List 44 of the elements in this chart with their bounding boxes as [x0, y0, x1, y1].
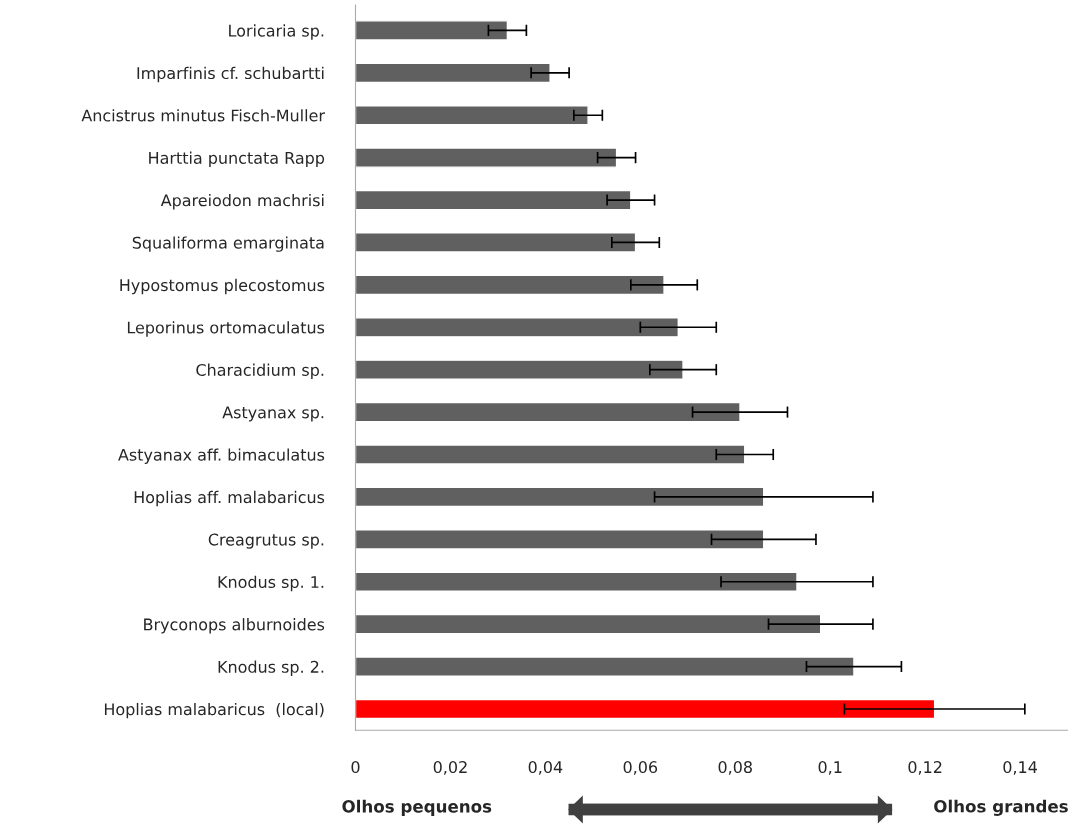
- y-tick-label: Hypostomus plecostomus: [120, 278, 325, 295]
- bar: [355, 359, 684, 380]
- x-tick-label: 0,02: [433, 761, 467, 775]
- y-tick-label: Hoplias malabaricus (local): [104, 702, 324, 719]
- y-tick-label: Harttia punctata Rapp: [149, 151, 325, 168]
- y-tick-label: Astyanax aff. bimaculatus: [118, 448, 325, 464]
- bar: [355, 274, 665, 296]
- bar: [355, 444, 746, 465]
- y-tick-label: Squaliforma emarginata: [132, 236, 324, 252]
- bar: [355, 20, 509, 41]
- y-tick-label: Knodus sp. 1.: [218, 575, 324, 592]
- x-tick-label: 0,06: [623, 761, 658, 775]
- y-tick-label: Ancistrus minutus Fisch-Muller: [81, 109, 325, 122]
- x-tick-label: 0,08: [718, 761, 752, 775]
- bar: [355, 147, 618, 168]
- x-tick-label: 0: [351, 761, 360, 774]
- y-tick-label: Astyanax sp.: [222, 406, 324, 422]
- y-tick-label: Hoplias aff. malabaricus: [134, 490, 325, 507]
- x-tick-label: 0,12: [908, 761, 942, 775]
- bar: [355, 189, 632, 211]
- x-tick-label: 0,14: [1003, 761, 1037, 775]
- y-tick-label: Apareiodon machrisi: [160, 193, 324, 210]
- bar: [355, 62, 551, 84]
- y-tick-label: Loricaria sp.: [229, 24, 324, 40]
- bar: [355, 571, 798, 592]
- text: Olhos pequenos: [342, 799, 492, 816]
- y-tick-label: Bryconops alburnoides: [144, 618, 325, 634]
- bar: [355, 486, 765, 508]
- bar: [355, 104, 589, 126]
- x-tick-label: 0,1: [818, 761, 842, 775]
- y-tick-label: Leporinus ortomaculatus: [127, 321, 325, 337]
- y-tick-label: Imparfinis cf. schubartti: [137, 66, 324, 83]
- y-tick-label: Characidium sp.: [196, 363, 324, 380]
- text: Olhos grandes: [934, 799, 1068, 816]
- bar: [355, 401, 741, 423]
- x-tick-label: 0,04: [528, 761, 563, 775]
- bar: [355, 317, 679, 338]
- bar: [355, 232, 637, 253]
- bar: [355, 656, 855, 677]
- bar: [355, 613, 822, 635]
- y-tick-label: Knodus sp. 2.: [218, 660, 324, 676]
- bar: [355, 698, 936, 720]
- y-tick-label: Creagrutus sp.: [208, 533, 324, 549]
- bar: [355, 529, 765, 550]
